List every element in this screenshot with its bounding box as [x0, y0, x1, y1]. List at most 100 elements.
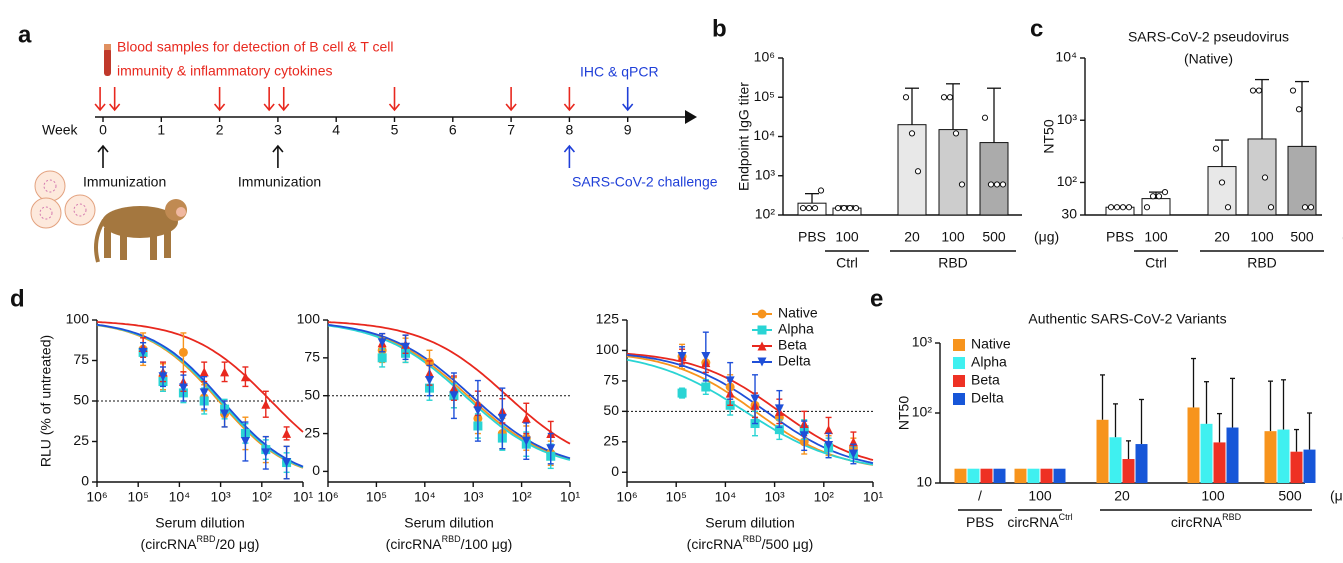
data-point	[848, 449, 858, 459]
data-point	[824, 440, 834, 450]
x-tick-label: 100	[1250, 229, 1274, 245]
x-axis-label-2-part: RBD	[442, 534, 462, 544]
bar	[980, 468, 993, 483]
data-point	[1155, 193, 1163, 200]
sample-arrow-head	[94, 103, 106, 112]
legend-label: Beta	[971, 372, 1000, 388]
legend-label: Native	[971, 336, 1011, 352]
x-tick-label: 10¹	[863, 489, 884, 505]
legend-label: Alpha	[971, 354, 1007, 370]
data-point	[1143, 204, 1151, 211]
legend-swatch	[953, 339, 965, 351]
x-tick-label: 10⁶	[86, 489, 107, 505]
bar	[1264, 431, 1277, 483]
panel-label: c	[1030, 15, 1043, 42]
data-point	[677, 388, 687, 398]
x-tick-label: 20	[904, 229, 920, 245]
legend-marker	[757, 325, 767, 335]
fit-curve	[327, 324, 571, 460]
data-point	[805, 204, 813, 212]
fit-curve	[96, 323, 304, 468]
x-axis-label-2-part: RBD	[197, 534, 217, 544]
y-tick-label: 75	[304, 349, 320, 365]
data-point	[1261, 174, 1269, 181]
bar	[797, 202, 827, 216]
y-tick-label: 75	[603, 372, 619, 388]
data-point	[817, 187, 825, 194]
y-tick-label: 25	[304, 424, 320, 440]
data-point	[774, 404, 784, 414]
y-tick-label: 10²	[755, 206, 776, 222]
x-axis-label-2-part: (circRNA	[386, 536, 443, 552]
x-tick-label: 10⁶	[317, 489, 338, 505]
bar	[1287, 145, 1317, 216]
y-tick-label: 25	[73, 432, 89, 448]
x-axis-label-2-part: (circRNA	[141, 536, 198, 552]
data-point	[261, 448, 271, 458]
legend-marker	[757, 309, 767, 319]
legend-swatch	[953, 375, 965, 387]
sample-arrow-head	[505, 103, 517, 112]
data-point	[424, 376, 434, 386]
x-tick-label: 20	[1214, 229, 1230, 245]
chart-subtitle: (Native)	[1184, 51, 1233, 67]
y-axis-label: NT50	[1041, 119, 1057, 153]
y-tick-label: 50	[73, 392, 89, 408]
data-point	[940, 94, 948, 101]
legend-label: Native	[778, 305, 818, 321]
bar	[1122, 459, 1135, 483]
week-tick-label: 8	[566, 122, 574, 138]
group-label: Ctrl	[1145, 255, 1167, 271]
x-tick-label: 100	[941, 229, 965, 245]
data-point	[240, 437, 250, 446]
x-axis-label-2-part: RBD	[743, 534, 763, 544]
data-point	[199, 388, 209, 398]
data-point	[987, 181, 995, 188]
y-tick-label: 0	[611, 463, 619, 479]
group-label-part: Ctrl	[1059, 512, 1073, 522]
data-point	[1249, 87, 1257, 94]
immunization-label: Immunization	[83, 174, 166, 190]
data-point	[1149, 193, 1157, 200]
x-tick-label: 10⁴	[414, 489, 436, 505]
data-point	[811, 204, 819, 212]
x-tick-label: 500	[1278, 488, 1302, 504]
y-tick-label: 75	[73, 351, 89, 367]
sample-arrow-head	[278, 103, 290, 112]
week-tick-label: 0	[99, 122, 107, 138]
y-tick-label: 25	[603, 433, 619, 449]
data-point	[774, 425, 784, 435]
data-point	[846, 204, 854, 212]
group-label: RBD	[1247, 255, 1277, 271]
week-tick-label: 1	[157, 122, 165, 138]
bar	[1096, 419, 1109, 483]
fit-curve	[327, 324, 571, 461]
data-point	[199, 367, 209, 377]
bar	[1290, 451, 1303, 483]
sample-arrow-head	[213, 103, 226, 112]
y-axis-label: Endpoint IgG titer	[736, 82, 752, 191]
data-point	[701, 382, 711, 392]
group-label: circRNACtrl	[1007, 512, 1072, 529]
y-tick-label: 30	[1061, 206, 1077, 222]
sample-arrow-head	[109, 103, 121, 112]
data-point	[840, 204, 848, 212]
data-point	[999, 181, 1007, 188]
blood-text: Blood samples for detection of B cell & …	[117, 39, 394, 55]
data-point	[178, 383, 188, 393]
data-point	[701, 352, 711, 362]
bar	[1141, 198, 1171, 216]
monkey	[94, 199, 187, 263]
bar	[897, 124, 927, 216]
legend-swatch	[953, 393, 965, 405]
y-axis-label: RLU (% of untreated)	[38, 335, 54, 467]
bar	[1027, 468, 1040, 483]
x-axis-label: Serum dilution	[404, 515, 494, 531]
bar	[1277, 429, 1290, 483]
x-tick-label: 20	[1114, 488, 1130, 504]
x-tick-label: 10³	[764, 489, 785, 505]
y-tick-label: 50	[603, 402, 619, 418]
x-axis-label-2: (circRNARBD/20 μg)	[141, 534, 260, 551]
group-label: Ctrl	[836, 255, 858, 271]
data-point	[908, 130, 916, 137]
